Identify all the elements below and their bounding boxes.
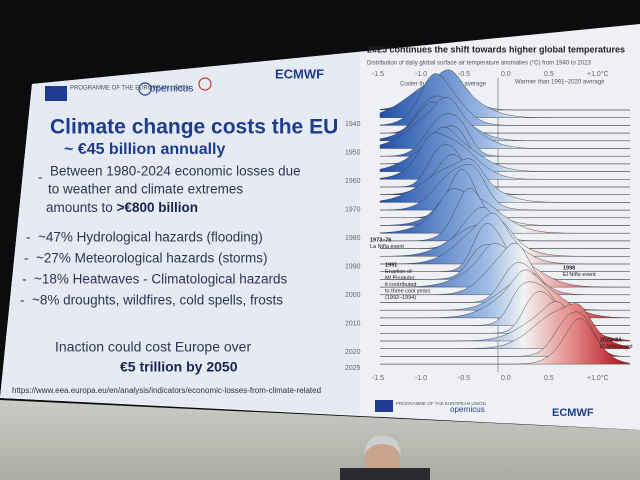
year-label: 1960 (345, 178, 361, 185)
warmer-label: Warmer than 1991–2020 average (515, 80, 605, 86)
ridge (380, 242, 630, 295)
bullet-dash: - (22, 272, 27, 287)
x-tick-top: +1.0°C (587, 70, 609, 78)
year-label: 1970 (345, 206, 361, 213)
bullet-dash: - (20, 293, 25, 308)
intro-value: >€800 billion (117, 200, 198, 215)
chart-title: 2025 continues the shift towards higher … (367, 44, 625, 54)
annotation: El Niño event (563, 272, 596, 278)
presenter-body (340, 468, 430, 480)
footer-eu-label: PROGRAMME OF THE EUROPEAN UNION (396, 401, 486, 406)
annotation: Eruption of (385, 269, 412, 275)
slide-title: Climate change costs the EU (50, 116, 338, 139)
x-tick-bottom: 0.5 (544, 375, 554, 382)
x-tick-bottom: -1.5 (372, 375, 384, 382)
bullet: ~18% Heatwaves - Climatological hazards (34, 272, 287, 287)
bullet: ~47% Hydrological hazards (flooding) (38, 230, 263, 245)
ecmwf: ECMWF (275, 66, 324, 81)
eu-label: PROGRAMME OF THE EUROPEAN UNION (70, 86, 190, 92)
x-tick-top: -1.0 (415, 71, 427, 78)
x-tick-bottom: +1.0°C (587, 374, 609, 382)
annotation: 1973–76 (370, 237, 391, 243)
x-tick-bottom: 0.0 (501, 375, 511, 382)
intro-line: to weather and climate extremes (48, 182, 243, 197)
bullet-dash: - (24, 251, 29, 266)
year-label: 1980 (345, 235, 361, 242)
slide-left (0, 52, 360, 414)
x-tick-top: -0.5 (458, 71, 470, 78)
wall (0, 400, 640, 480)
bullet: ~8% droughts, wildfires, cold spells, fr… (32, 293, 283, 308)
ridge (380, 262, 630, 303)
annotation: 2023–24 (600, 337, 622, 343)
slide-subtitle: ~ €45 billion annually (64, 141, 225, 158)
footer-copernicus: opernicus (450, 405, 485, 414)
x-tick-bottom: -0.5 (458, 375, 470, 382)
intro-line: amounts to >€800 billion (46, 200, 198, 215)
year-label: 1940 (345, 121, 361, 128)
annotation: 1991 (385, 262, 397, 268)
year-label: 1990 (345, 263, 361, 270)
year-label: 2000 (345, 292, 361, 299)
copernicus: opernicus (150, 84, 193, 95)
annotation: (1992–1994) (385, 295, 416, 301)
year-label: 2010 (345, 320, 361, 327)
annotation: La Niña event (370, 244, 404, 250)
annotation: 1998 (563, 265, 575, 271)
year-label: 2025 (345, 365, 361, 372)
eu-flag (45, 86, 67, 101)
intro-dash: - (38, 170, 43, 185)
chart-subtitle: Distribution of daily global surface air… (367, 61, 592, 67)
intro-text: amounts to (46, 200, 113, 215)
inaction: Inaction could cost Europe over (55, 339, 251, 355)
inaction-value: €5 trillion by 2050 (120, 359, 238, 375)
footer-ecmwf: ECMWF (552, 407, 594, 419)
ridgeline (379, 69, 631, 365)
x-tick-bottom: -1.0 (415, 375, 427, 382)
ridge (380, 318, 631, 365)
year-label: 1950 (345, 149, 361, 156)
ridge (380, 212, 630, 265)
annotation: to three cool years (385, 288, 430, 294)
source-url: https://www.eea.europa.eu/en/analysis/in… (12, 386, 321, 395)
x-tick-top: 0.5 (544, 71, 554, 78)
chart-axes: -1.5 -1.5 -1.0 -1.0 -0.5 -0.5 0.0 0.0 0.5 0.5 +1.0… (345, 70, 609, 382)
partner-logo (198, 77, 212, 91)
annotation: Mt Pinatubo: (385, 275, 416, 281)
bullet-dash: - (26, 230, 31, 245)
copernicus-logo (138, 82, 152, 96)
x-tick-top: 0.0 (501, 71, 511, 78)
year-label: 2020 (345, 349, 361, 356)
annotation: it contributed (385, 282, 417, 288)
annotation: El Niño event (600, 344, 633, 350)
x-tick-top: -1.5 (372, 71, 384, 78)
bullet-list: - ~47% Hydrological hazards (flooding)- ~2… (20, 230, 287, 308)
intro-line: Between 1980-2024 economic losses due (50, 164, 301, 179)
eu-flag (375, 400, 393, 412)
ridge (379, 188, 630, 234)
presenter-hair (364, 435, 401, 456)
bullet: ~27% Meteorological hazards (storms) (36, 251, 267, 266)
